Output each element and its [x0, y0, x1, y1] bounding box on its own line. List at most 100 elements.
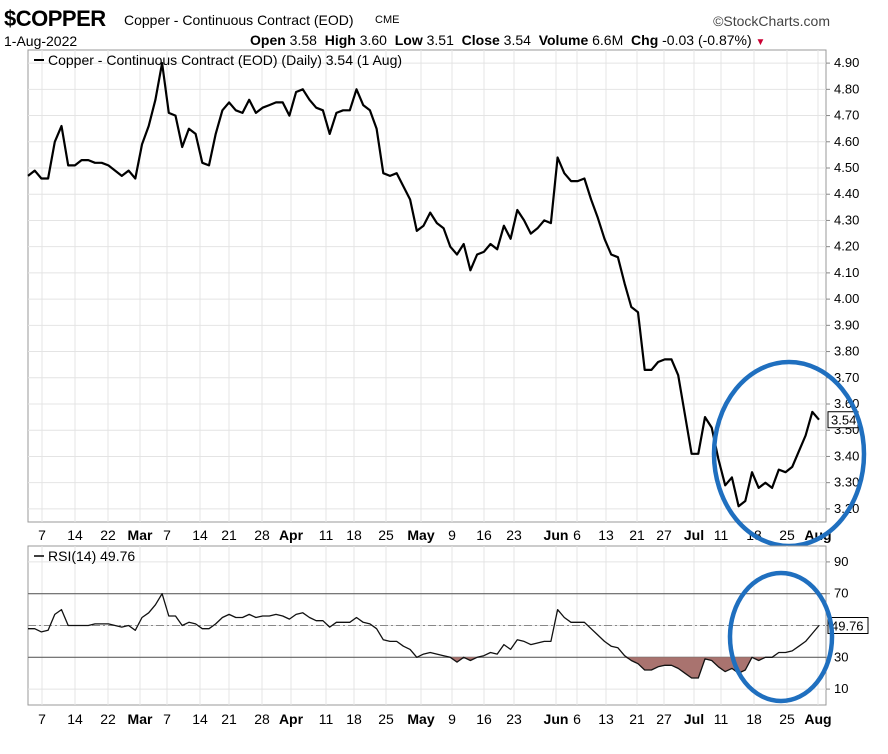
high-value: 3.60 — [359, 32, 387, 48]
last-rsi-box — [827, 617, 869, 634]
price-y-tick-label: 4.00 — [834, 291, 859, 306]
price-y-tick-label: 3.30 — [834, 475, 859, 490]
price-x-tick-label: Mar — [128, 527, 153, 543]
last-price-label: 3.54 — [831, 413, 856, 428]
exchange-label: CME — [375, 14, 400, 26]
close-label: Close — [461, 32, 500, 48]
rsi-x-tick-label: 13 — [598, 711, 614, 727]
price-y-tick-label: 3.90 — [834, 317, 859, 332]
rsi-series-line — [28, 593, 820, 679]
price-x-tick-label: 21 — [629, 527, 645, 543]
price-plot-area — [27, 49, 827, 523]
volume-value: 6.6M — [592, 32, 624, 48]
rsi-x-tick-label: 25 — [779, 711, 795, 727]
price-x-tick-label: 9 — [448, 527, 456, 543]
rsi-x-tick-label: Mar — [128, 711, 153, 727]
rsi-x-tick-label: 28 — [254, 711, 270, 727]
price-x-tick-label: 16 — [476, 527, 492, 543]
price-x-tick-label: 27 — [656, 527, 672, 543]
rsi-y-tick-label: 30 — [834, 649, 848, 664]
rsi-x-tick-label: 9 — [448, 711, 456, 727]
price-y-tick-label: 4.30 — [834, 212, 859, 227]
price-x-tick-label: 18 — [346, 527, 362, 543]
chart-header: $COPPER Copper - Continuous Contract (EO… — [0, 0, 888, 50]
rsi-x-tick-label: 22 — [100, 711, 116, 727]
rsi-y-tick-label: 10 — [834, 681, 848, 696]
rsi-x-tick-label: 11 — [319, 711, 334, 727]
chg-label: Chg — [631, 32, 659, 48]
price-y-tick-label: 4.60 — [834, 134, 859, 149]
rsi-x-tick-label: 7 — [163, 711, 171, 727]
price-y-tick-label: 4.80 — [834, 81, 859, 96]
low-value: 3.51 — [426, 32, 454, 48]
open-value: 3.58 — [289, 32, 317, 48]
down-arrow-icon: ▼ — [755, 37, 766, 48]
price-x-tick-label: 14 — [192, 527, 208, 543]
price-x-tick-label: 11 — [319, 527, 334, 543]
brand-logo[interactable]: ©StockCharts.com — [713, 13, 830, 29]
price-y-tick-label: 4.70 — [834, 108, 859, 123]
price-x-tick-label: 21 — [221, 527, 237, 543]
price-y-tick-label: 4.20 — [834, 239, 859, 254]
price-x-tick-label: May — [407, 527, 434, 543]
volume-label: Volume — [538, 32, 589, 48]
price-x-tick-label: 14 — [67, 527, 83, 543]
price-x-tick-label: 11 — [714, 527, 729, 543]
rsi-x-tick-label: 16 — [476, 711, 492, 727]
price-x-tick-label: Apr — [279, 527, 304, 543]
price-panel: 4.90 4.80 4.70 4.60 4.50 4.40 4.30 4.20 4.10 4.00… — [27, 49, 867, 549]
rsi-x-tick-label: Apr — [279, 711, 304, 727]
price-x-tick-label: 7 — [163, 527, 171, 543]
price-x-tick-label: 25 — [779, 527, 795, 543]
price-x-tick-label: Aug — [804, 527, 831, 543]
rsi-x-tick-label: 23 — [506, 711, 522, 727]
price-series-line — [27, 61, 820, 508]
high-label: High — [324, 32, 356, 48]
rsi-x-tick-label: 25 — [378, 711, 394, 727]
rsi-x-tick-label: 6 — [573, 711, 581, 727]
rsi-x-tick-label: May — [407, 711, 434, 727]
rsi-x-tick-label: 21 — [629, 711, 645, 727]
rsi-x-tick-label: Jul — [684, 711, 704, 727]
rsi-oversold-fill — [463, 657, 478, 661]
price-x-tick-label: Jul — [684, 527, 704, 543]
price-y-tick-label: 3.80 — [834, 344, 859, 359]
price-legend-text: Copper - Continuous Contract (EOD) (Dail… — [48, 52, 402, 68]
rsi-x-tick-label: 11 — [714, 711, 729, 727]
open-label: Open — [250, 32, 286, 48]
quote-summary: Open 3.58 High 3.60 Low 3.51 Close 3.54 … — [250, 32, 765, 48]
price-x-tick-label: 28 — [254, 527, 270, 543]
last-rsi-label: 49.76 — [831, 619, 864, 634]
price-y-tick-label: 4.90 — [834, 55, 859, 70]
rsi-x-tick-label: 7 — [38, 711, 46, 727]
close-value: 3.54 — [503, 32, 531, 48]
highlight-ellipse-rsi — [727, 570, 835, 704]
price-y-tick-label: 3.40 — [834, 448, 859, 463]
rsi-x-tick-label: 14 — [67, 711, 83, 727]
symbol-description: Copper - Continuous Contract (EOD) — [124, 12, 354, 28]
price-x-tick-label: 23 — [506, 527, 522, 543]
rsi-x-tick-label: 21 — [221, 711, 237, 727]
rsi-y-tick-label: 90 — [834, 554, 848, 569]
rsi-x-tick-label: 18 — [346, 711, 362, 727]
price-x-tick-label: 7 — [38, 527, 46, 543]
chart-date: 1-Aug-2022 — [4, 33, 78, 49]
rsi-oversold-fill — [450, 657, 464, 663]
price-x-tick-label: 25 — [378, 527, 394, 543]
price-y-tick-label: 4.50 — [834, 160, 859, 175]
rsi-legend-text: RSI(14) 49.76 — [48, 548, 135, 564]
rsi-oversold-fill — [624, 657, 752, 678]
rsi-x-tick-label: Aug — [804, 711, 831, 727]
rsi-x-tick-label: 14 — [192, 711, 208, 727]
rsi-y-tick-label: 70 — [834, 586, 848, 601]
low-label: Low — [394, 32, 423, 48]
rsi-x-tick-label: 27 — [656, 711, 672, 727]
chg-value: -0.03 (-0.87%) — [662, 32, 752, 48]
symbol-title: $COPPER — [4, 6, 106, 31]
rsi-x-tick-label: 18 — [746, 711, 762, 727]
price-y-tick-label: 4.40 — [834, 186, 859, 201]
rsi-oversold-fill — [752, 657, 766, 661]
rsi-x-tick-label: Jun — [544, 711, 569, 727]
